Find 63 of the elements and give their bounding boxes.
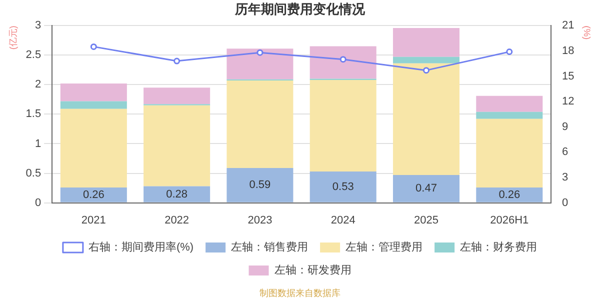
bar	[392, 63, 460, 176]
point	[340, 56, 346, 63]
bar	[60, 101, 127, 109]
point	[90, 43, 97, 50]
bar	[226, 168, 294, 202]
bar	[476, 112, 543, 119]
bar	[476, 187, 543, 202]
bar	[144, 186, 210, 202]
y-tick-label: 3	[34, 20, 42, 32]
x-tick-label: 2026H1	[490, 214, 529, 226]
x-tick-label: 2021	[81, 214, 106, 226]
x-tick-label: 2024	[330, 214, 356, 226]
data-label: 0.26	[82, 188, 104, 201]
legend-label: 左轴：管理费用	[346, 240, 423, 254]
y2-tick-label: 9	[562, 120, 568, 133]
bar	[144, 88, 210, 104]
y2-tick-label: 15	[562, 70, 574, 82]
bar	[310, 171, 376, 202]
bar	[310, 80, 376, 172]
text: 制图数据来自数据库	[260, 288, 340, 298]
x-tick-label: 2025	[414, 214, 438, 226]
bar	[60, 187, 127, 202]
bar	[60, 108, 127, 188]
y2-axis-title: (%)	[582, 26, 592, 40]
data-label: 0.26	[498, 188, 520, 201]
y2-tick-label: 12	[562, 96, 574, 108]
bar	[310, 46, 376, 79]
bar	[226, 80, 294, 168]
point	[256, 49, 264, 56]
chart-title: 历年期间费用变化情况	[234, 1, 366, 16]
data-label: 0.28	[166, 188, 188, 200]
y-tick-label: 2.5	[26, 49, 42, 62]
bar	[392, 28, 460, 57]
y-axis-title: (亿元)	[8, 26, 18, 50]
y-tick-label: 1	[34, 138, 42, 150]
bar	[60, 83, 127, 102]
point	[422, 67, 430, 74]
y2-tick-label: 21	[562, 20, 574, 32]
bar	[144, 105, 210, 186]
data-label: 0.59	[249, 179, 271, 192]
bar	[392, 175, 460, 202]
y-tick-label: 2	[34, 78, 42, 91]
legend-label: 左轴：销售费用	[231, 240, 308, 254]
legend-label: 右轴：期间费用率(%)	[88, 240, 194, 254]
legend-label: 左轴：财务费用	[460, 240, 538, 254]
y2-tick-label: 3	[562, 172, 568, 184]
x-tick-label: 2022	[164, 214, 190, 226]
y2-tick-label: 18	[562, 44, 574, 57]
y-tick-label: 1.5	[26, 108, 42, 120]
bar	[226, 48, 294, 80]
y2-tick-label: 6	[562, 146, 568, 158]
y-tick-label: 0.5	[26, 167, 42, 180]
data-label: 0.47	[416, 182, 437, 195]
bar	[476, 96, 543, 112]
point	[174, 58, 180, 64]
bar	[392, 56, 460, 64]
y2-tick-label: 0	[562, 196, 568, 209]
x-tick-label: 2023	[248, 214, 272, 226]
point	[506, 48, 513, 56]
bar	[476, 118, 543, 188]
data-label: 0.53	[332, 180, 354, 193]
y-tick-label: 0	[34, 196, 42, 209]
legend-label: 左轴：研发费用	[274, 264, 352, 277]
